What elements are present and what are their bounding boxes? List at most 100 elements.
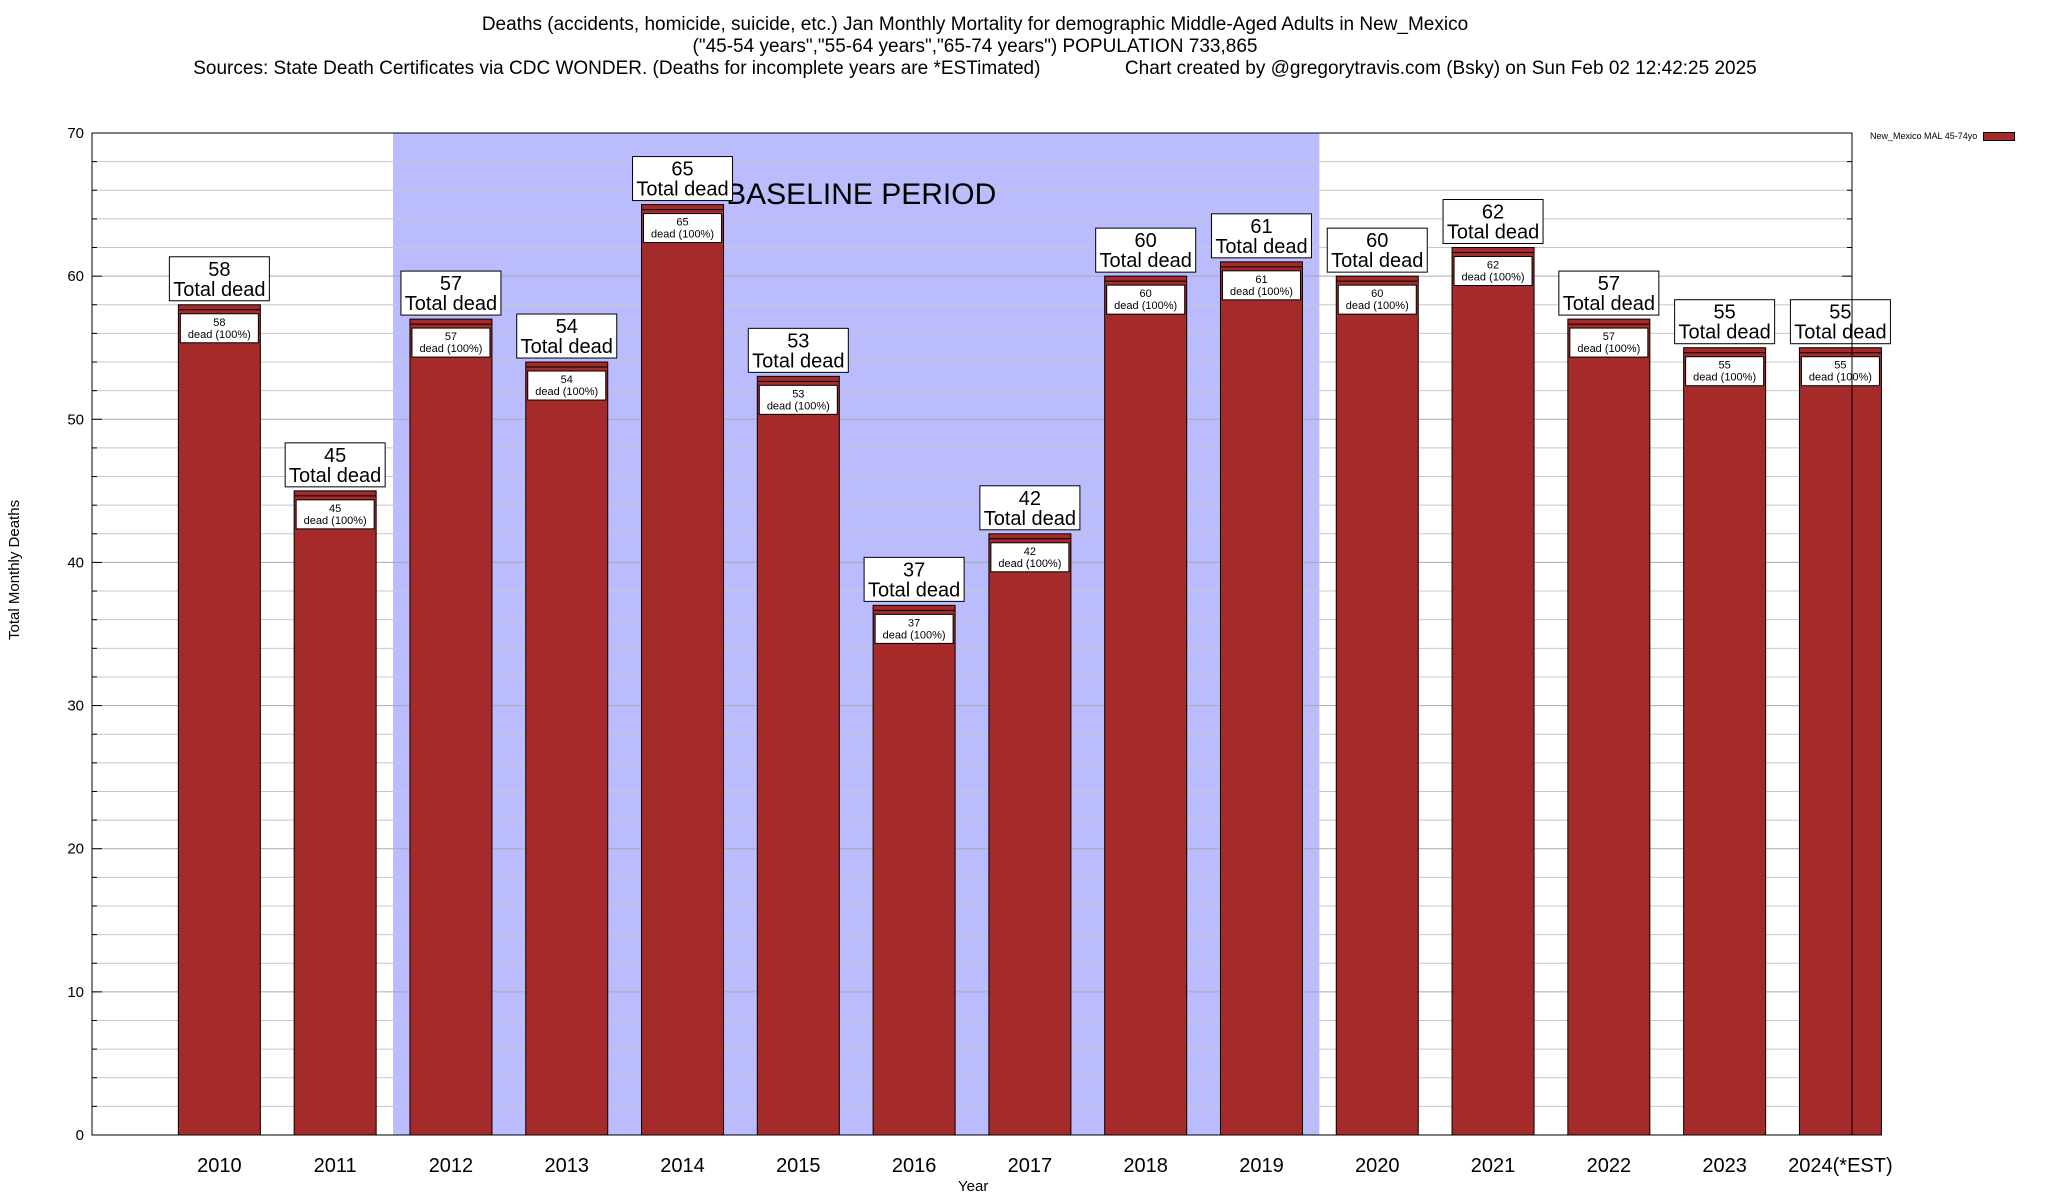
bar	[872, 604, 956, 1136]
legend-swatch	[1983, 131, 2016, 141]
bar	[641, 204, 725, 1136]
bar-top-label-box	[284, 442, 386, 488]
bar-inner-value: 62	[1487, 260, 1499, 272]
bar-top-label-box	[1558, 270, 1660, 316]
x-axis-label: Year	[958, 1178, 989, 1195]
bar-inner-label-box	[1221, 270, 1301, 301]
bar-inner-value: 53	[792, 388, 804, 400]
bar-inner-label: dead (100%)	[1809, 372, 1872, 384]
chart-title: Deaths (accidents, homicide, suicide, et…	[481, 14, 1469, 35]
bar-inner-label: dead (100%)	[1462, 272, 1525, 284]
bar-total-label: Total dead	[868, 579, 960, 601]
bar	[1451, 247, 1535, 1136]
bar	[293, 490, 377, 1136]
chart-source-line: Sources: State Death Certificates via CD…	[193, 58, 1757, 79]
bar-inner-label-box	[1569, 327, 1649, 358]
bar-inner-value: 42	[1024, 546, 1036, 558]
bar-inner-label: dead (100%)	[188, 329, 251, 341]
bar-inner-label: dead (100%)	[998, 558, 1061, 570]
bar-inner-value: 37	[908, 617, 920, 629]
bar-top-label-box	[1326, 227, 1428, 273]
bar-value-label: 60	[1366, 230, 1388, 252]
bar-inner-label: dead (100%)	[1346, 300, 1409, 312]
x-tick-label: 2011	[314, 1155, 357, 1177]
legend-label: New_Mexico MAL 45-74yo	[1870, 131, 1978, 141]
bar-value-label: 37	[903, 559, 925, 581]
bar-inner-value: 61	[1255, 274, 1267, 286]
bar	[1104, 275, 1188, 1136]
x-tick-label: 2023	[1702, 1155, 1747, 1177]
bar-inner-label: dead (100%)	[1114, 300, 1177, 312]
bar-top-label-box	[747, 327, 849, 373]
bar-total-label: Total dead	[289, 465, 381, 487]
bar-inner-label: dead (100%)	[535, 386, 598, 398]
bar-inner-label: dead (100%)	[1230, 286, 1293, 298]
bar-value-label: 55	[1714, 302, 1736, 324]
bar-inner-label: dead (100%)	[1693, 372, 1756, 384]
bar-inner-label: dead (100%)	[767, 400, 830, 412]
bar-inner-label: dead (100%)	[651, 229, 714, 241]
bar-inner-label: dead (100%)	[304, 515, 367, 527]
bar-value-label: 58	[208, 259, 230, 281]
bar-top-label-box	[632, 156, 734, 202]
bar-inner-value: 55	[1834, 360, 1846, 372]
bar-value-label: 55	[1829, 302, 1851, 324]
bar-value-label: 57	[440, 273, 462, 295]
bar-total-label: Total dead	[1215, 236, 1307, 258]
y-tick-label: 50	[67, 411, 84, 428]
bar-inner-label-box	[874, 613, 954, 644]
bar-total-label: Total dead	[1447, 222, 1539, 244]
bar-inner-label-box	[643, 213, 723, 244]
bar-inner-label-box	[758, 384, 838, 415]
bar	[1219, 261, 1303, 1136]
x-tick-label: 2013	[544, 1155, 589, 1177]
plot-frame	[91, 132, 1853, 1136]
bar-total-label: Total dead	[1678, 322, 1770, 344]
bar-top-label-box	[1442, 199, 1544, 245]
bar-inner-value: 57	[1603, 331, 1615, 343]
bar-total-label: Total dead	[1331, 250, 1423, 272]
bar-top-label-box	[168, 256, 270, 302]
x-tick-label: 2022	[1587, 1155, 1632, 1177]
y-tick-label: 10	[67, 984, 84, 1001]
y-tick-label: 70	[67, 125, 84, 142]
bar-total-label: Total dead	[1100, 250, 1192, 272]
bar-inner-label: dead (100%)	[1577, 343, 1640, 355]
x-tick-label: 2024(*EST)	[1788, 1155, 1893, 1177]
x-tick-label: 2020	[1355, 1155, 1400, 1177]
bar-top-label-box	[979, 485, 1081, 531]
bar-inner-label-box	[1800, 356, 1880, 387]
bar-total-label: Total dead	[521, 336, 613, 358]
bar-total-label: Total dead	[1794, 322, 1886, 344]
bar-inner-value: 57	[445, 331, 457, 343]
bar-inner-label-box	[1685, 356, 1765, 387]
bar-value-label: 60	[1135, 230, 1157, 252]
bar-inner-value: 60	[1140, 288, 1152, 300]
bar-total-label: Total dead	[1563, 293, 1655, 315]
bar-inner-label: dead (100%)	[419, 343, 482, 355]
bar-top-label-box	[516, 313, 618, 359]
y-tick-label: 60	[67, 268, 84, 285]
bar	[1567, 318, 1651, 1136]
bar-value-label: 62	[1482, 202, 1504, 224]
y-tick-label: 40	[67, 554, 84, 571]
bar	[1335, 275, 1419, 1136]
x-tick-label: 2015	[776, 1155, 821, 1177]
bar-value-label: 61	[1250, 216, 1272, 238]
bar-top-label-box	[863, 556, 965, 602]
bar-inner-label: dead (100%)	[883, 629, 946, 641]
bar-value-label: 65	[671, 159, 693, 181]
x-tick-label: 2014	[660, 1155, 705, 1177]
x-tick-label: 2018	[1123, 1155, 1168, 1177]
y-tick-label: 30	[67, 698, 84, 715]
bar-inner-value: 58	[213, 317, 225, 329]
bar-inner-label-box	[411, 327, 491, 358]
bar-value-label: 53	[787, 330, 809, 352]
bar-inner-label-box	[1453, 256, 1533, 287]
bar	[1683, 347, 1767, 1136]
legend: New_Mexico MAL 45-74yo	[1870, 131, 2016, 141]
x-tick-label: 2012	[429, 1155, 474, 1177]
bar-top-label-box	[400, 270, 502, 316]
baseline-period-label: BASELINE PERIOD	[726, 178, 996, 211]
x-tick-label: 2017	[1008, 1155, 1053, 1177]
